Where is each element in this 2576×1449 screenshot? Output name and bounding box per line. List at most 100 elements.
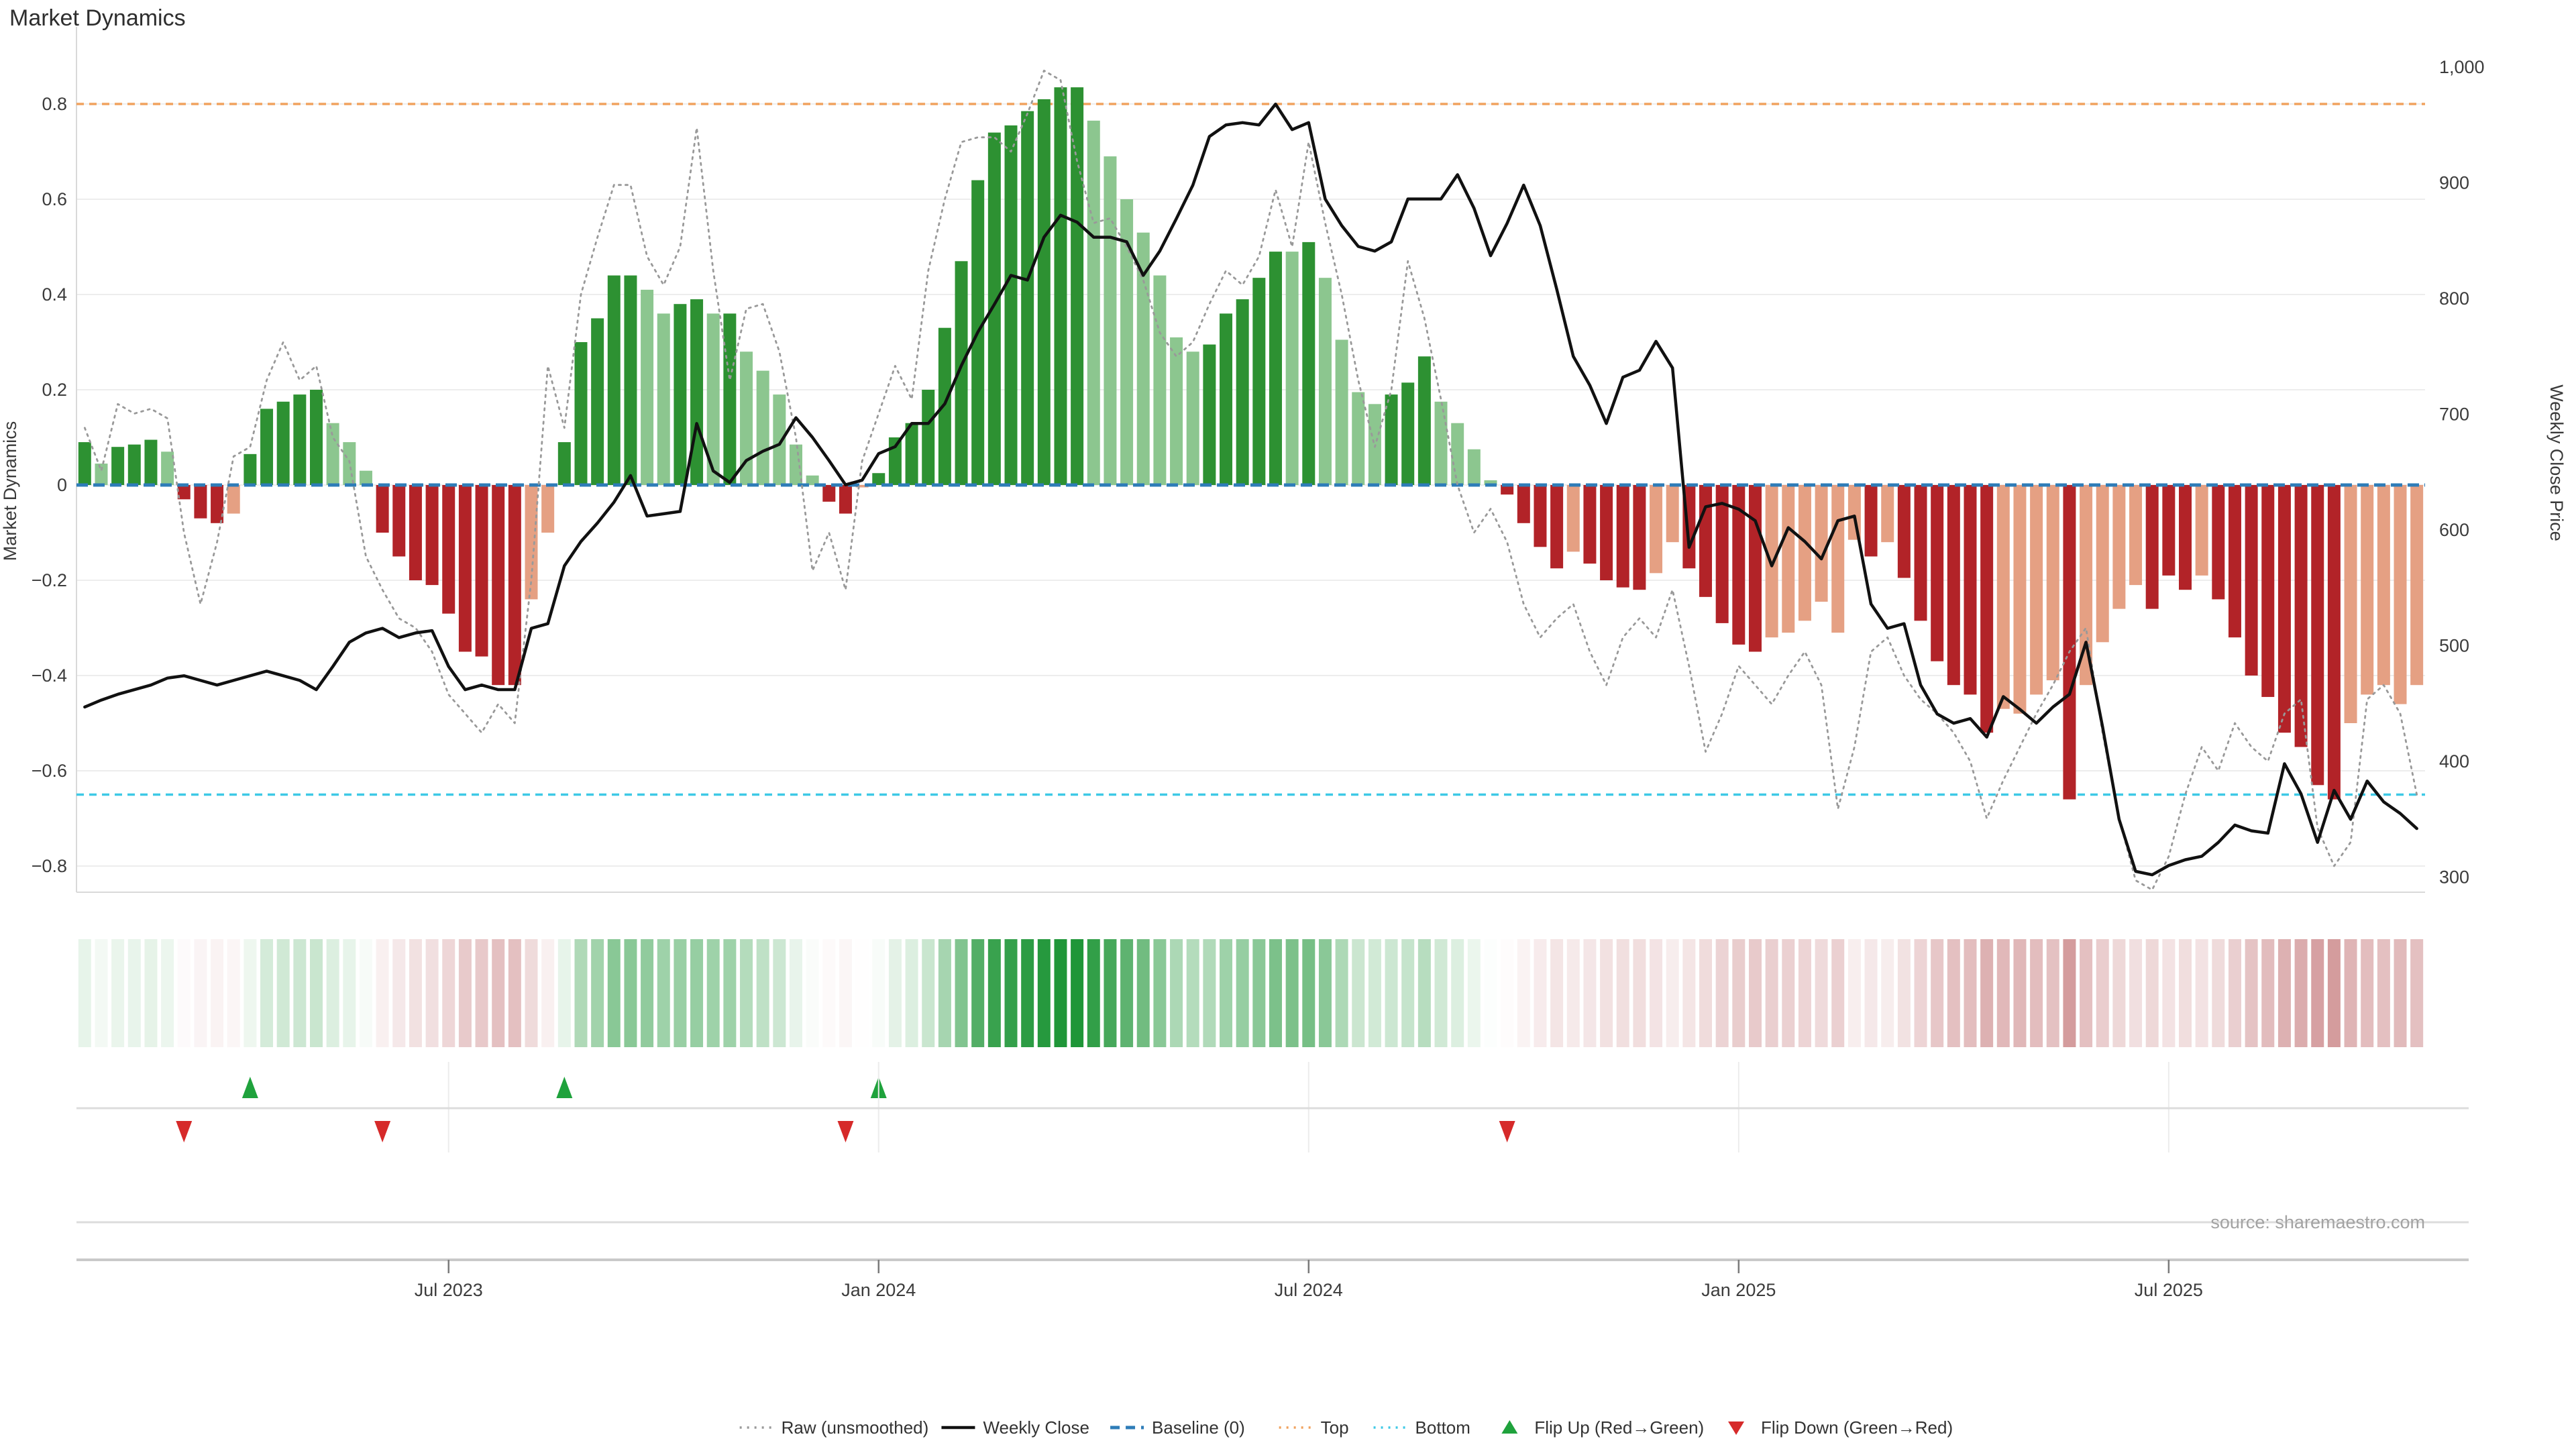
source-note: source: sharemaestro.com bbox=[2210, 1212, 2425, 1232]
dynamics-bar bbox=[955, 261, 968, 485]
heatmap-cell bbox=[971, 939, 985, 1047]
dynamics-bar bbox=[1252, 278, 1266, 485]
legend-swatch-flip_up bbox=[1501, 1420, 1518, 1434]
heatmap-cell bbox=[508, 939, 521, 1047]
heatmap-cell bbox=[987, 939, 1001, 1047]
dynamics-bar bbox=[922, 390, 935, 485]
heatmap-cell bbox=[276, 939, 290, 1047]
heatmap-cell bbox=[376, 939, 389, 1047]
left-tick-label: 0 bbox=[57, 475, 67, 495]
dynamics-bar bbox=[458, 485, 472, 652]
dynamics-bar bbox=[1931, 485, 1944, 661]
heatmap-cell bbox=[2311, 939, 2324, 1047]
left-tick-label: −0.6 bbox=[32, 761, 67, 781]
heatmap-cell bbox=[1236, 939, 1249, 1047]
page-title: Market Dynamics bbox=[9, 5, 186, 31]
dynamics-bar bbox=[1765, 485, 1778, 638]
right-tick-label: 300 bbox=[2439, 867, 2469, 888]
flip-down-marker bbox=[374, 1121, 391, 1142]
left-tick-label: −0.2 bbox=[32, 570, 67, 590]
left-axis-ticks: 0.8 0.6 0.4 0.2 0 −0.2 −0.4 −0.6 −0.8 bbox=[32, 94, 67, 876]
heatmap-cell bbox=[657, 939, 670, 1047]
dynamics-bar bbox=[1203, 344, 1216, 485]
dynamics-bar bbox=[442, 485, 455, 614]
legend-label: Weekly Close bbox=[983, 1417, 1089, 1438]
dynamics-bar bbox=[2046, 485, 2059, 681]
heatmap-cell bbox=[1385, 939, 1398, 1047]
heatmap-cell bbox=[1170, 939, 1183, 1047]
heatmap-cell bbox=[1054, 939, 1067, 1047]
heatmap-cell bbox=[2228, 939, 2241, 1047]
heatmap-cell bbox=[674, 939, 687, 1047]
heatmap-cell bbox=[194, 939, 207, 1047]
heatmap-cell bbox=[740, 939, 753, 1047]
heatmap-cell bbox=[1021, 939, 1034, 1047]
heatmap-cell bbox=[2080, 939, 2093, 1047]
dynamics-bar bbox=[1980, 485, 1994, 733]
dynamics-bar bbox=[2311, 485, 2324, 786]
weekly-close-path bbox=[83, 102, 2418, 877]
heatmap-cell bbox=[1352, 939, 1365, 1047]
heatmap-cell bbox=[2030, 939, 2043, 1047]
heatmap-cell bbox=[95, 939, 108, 1047]
heatmap-cell bbox=[1583, 939, 1597, 1047]
heatmap-cell bbox=[1947, 939, 1960, 1047]
legend-label: Bottom bbox=[1415, 1417, 1470, 1438]
dynamics-bar bbox=[706, 313, 720, 485]
heatmap-cell bbox=[2013, 939, 2027, 1047]
heatmap-cell bbox=[2096, 939, 2109, 1047]
raw-line bbox=[83, 69, 2418, 891]
lower-panel-lines bbox=[76, 1062, 2469, 1261]
left-axis-label: Market Dynamics bbox=[0, 421, 20, 561]
heatmap-cell bbox=[1897, 939, 1911, 1047]
dynamics-bar bbox=[1864, 485, 1878, 557]
dynamics-bar bbox=[641, 289, 654, 485]
dynamics-bar bbox=[227, 485, 240, 514]
heatmap-cell bbox=[1368, 939, 1381, 1047]
dynamics-bar bbox=[1451, 423, 1464, 485]
left-tick-label: −0.8 bbox=[32, 856, 67, 876]
heatmap-cell bbox=[1434, 939, 1448, 1047]
heatmap-cell bbox=[1534, 939, 1547, 1047]
dynamics-bar bbox=[409, 485, 422, 580]
heatmap-cell bbox=[525, 939, 538, 1047]
dynamics-bar bbox=[1352, 392, 1365, 485]
dynamics-bar bbox=[1699, 485, 1713, 597]
dynamics-bar bbox=[1401, 382, 1415, 485]
heatmap-cell bbox=[938, 939, 951, 1047]
dynamics-bar bbox=[2096, 485, 2109, 643]
heatmap-cell bbox=[343, 939, 356, 1047]
dynamics-bar bbox=[1434, 401, 1448, 485]
legend-label: Raw (unsmoothed) bbox=[782, 1417, 929, 1438]
left-tick-label: 0.4 bbox=[42, 284, 67, 305]
dynamics-bar bbox=[2195, 485, 2208, 576]
flip-up-marker bbox=[241, 1077, 258, 1098]
heatmap-cell bbox=[409, 939, 422, 1047]
dynamics-bar bbox=[1004, 125, 1018, 485]
dynamics-bar bbox=[359, 470, 372, 485]
heatmap-cell bbox=[326, 939, 339, 1047]
heatmap-cell bbox=[475, 939, 488, 1047]
dynamics-bar bbox=[2327, 485, 2341, 800]
legend-label: Flip Down (Green→Red) bbox=[1761, 1417, 1953, 1438]
dynamics-bar bbox=[2377, 485, 2390, 686]
dynamics-bar bbox=[1964, 485, 1977, 695]
dynamics-bar bbox=[557, 442, 571, 485]
dynamics-bar bbox=[2245, 485, 2258, 676]
dynamics-bar bbox=[425, 485, 439, 586]
dynamics-bar bbox=[525, 485, 538, 600]
dynamics-bar bbox=[624, 275, 637, 485]
heatmap-cell bbox=[492, 939, 505, 1047]
heatmap-cell bbox=[211, 939, 224, 1047]
dynamics-bar bbox=[723, 313, 737, 485]
heatmap-cell bbox=[1633, 939, 1646, 1047]
heatmap-cell bbox=[1335, 939, 1348, 1047]
dynamics-bar bbox=[2179, 485, 2192, 590]
dynamics-bar bbox=[789, 444, 802, 485]
dynamics-bar bbox=[1170, 337, 1183, 485]
dynamics-bar bbox=[1897, 485, 1911, 578]
heatmap-cell bbox=[541, 939, 555, 1047]
dynamics-bar bbox=[1650, 485, 1663, 574]
dynamics-bar bbox=[2162, 485, 2176, 576]
